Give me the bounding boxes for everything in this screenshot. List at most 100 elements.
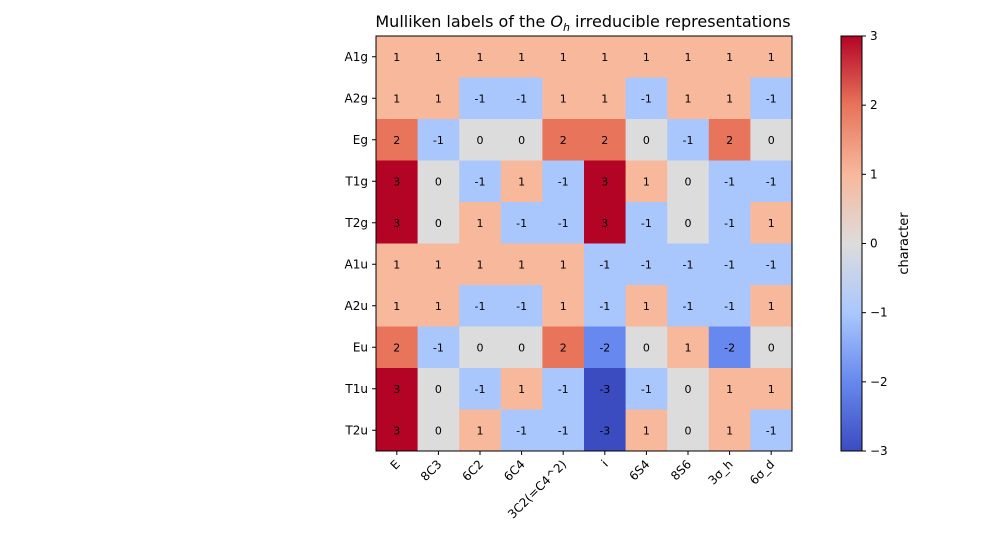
heatmap-cell [417,77,460,120]
heatmap-cell [750,202,793,244]
cell-value-label: -3 [599,424,610,437]
y-tick-label: A1u [345,257,368,271]
heatmap-cell [542,202,585,244]
heatmap-cell [625,368,668,410]
cell-value-label: 1 [601,92,608,105]
x-tick-label: 6C4 [501,457,528,484]
cell-value-label: 1 [726,383,733,396]
cell-value-label: -1 [683,300,694,313]
heatmap-cell [376,243,419,286]
cell-value-label: 1 [560,51,567,64]
cell-value-label: 1 [601,51,608,64]
x-tick-label: 6C2 [459,457,486,484]
cell-value-label: -1 [724,300,735,313]
cell-value-label: -1 [558,383,569,396]
cell-value-label: 1 [518,383,525,396]
cell-value-label: 0 [435,383,442,396]
y-tick-label: A1g [345,50,368,64]
cell-value-label: -1 [641,92,652,105]
heatmap-cell [376,160,419,203]
cell-value-label: -1 [516,217,527,230]
cell-value-label: 2 [560,341,567,354]
heatmap-cell [667,285,710,327]
heatmap-cell [584,36,627,78]
cell-value-label: 1 [518,51,525,64]
cell-value-label: -1 [558,175,569,188]
heatmap-cell [459,409,502,452]
cell-value-label: -1 [766,424,777,437]
heatmap-cell [708,368,751,410]
heatmap-cell [750,119,793,161]
cell-value-label: 1 [726,51,733,64]
heatmap-cell [417,243,460,286]
x-tick-label: 6σ_d [747,457,777,487]
cell-value-label: 1 [393,300,400,313]
heatmap-cell [750,409,793,452]
heatmap-cell [625,119,668,161]
heatmap-cell [417,36,460,78]
cell-value-label: 3 [393,175,400,188]
cell-value-label: -1 [766,92,777,105]
cell-value-label: -1 [766,175,777,188]
heatmap-cell [584,243,627,286]
cell-value-label: 0 [643,134,650,147]
cell-value-label: -1 [475,383,486,396]
cell-value-label: -1 [683,258,694,271]
cell-value-label: 1 [477,217,484,230]
heatmap-cell [459,368,502,410]
cell-value-label: -1 [558,424,569,437]
cell-value-label: 1 [685,341,692,354]
cell-value-label: 3 [393,424,400,437]
cell-value-label: 1 [560,300,567,313]
cell-value-label: 2 [560,134,567,147]
heatmap-cell [500,202,543,244]
heatmap-cell [667,326,710,369]
heatmap-cell [459,326,502,369]
heatmap-cell [750,77,793,120]
heatmap-cell [625,77,668,120]
cell-value-label: -1 [558,217,569,230]
heatmap-cell [376,285,419,327]
cell-value-label: 1 [726,92,733,105]
x-tick-label: 8C3 [418,457,445,484]
cell-value-label: -1 [641,217,652,230]
cell-value-label: 1 [768,51,775,64]
heatmap-cell [708,77,751,120]
heatmap-cell [667,36,710,78]
cell-value-label: 0 [685,217,692,230]
y-axis: A1g A2g Eg T1g T2g A1u A2u Eu T1u T2u [344,50,376,437]
cell-value-label: 1 [435,92,442,105]
heatmap-cell [417,119,460,161]
cell-value-label: 1 [768,383,775,396]
heatmap-cell [584,202,627,244]
heatmap-cell [584,368,627,410]
heatmap-cell [584,77,627,120]
cell-value-label: 1 [768,217,775,230]
heatmap-cell [584,160,627,203]
cell-value-label: -1 [766,258,777,271]
colorbar-tick-label: 2 [870,98,878,112]
heatmap-cell [667,160,710,203]
colorbar-tick-label: 0 [870,237,878,251]
heatmap-cell [625,243,668,286]
cell-value-label: -1 [433,134,444,147]
heatmap-cell [417,368,460,410]
cell-value-label: -1 [433,341,444,354]
cell-value-label: 1 [477,424,484,437]
plot-frame [375,35,793,452]
heatmap-cell [376,36,419,78]
y-tick-label: Eg [353,133,368,147]
heatmap-cell [708,409,751,452]
heatmap-cell [459,77,502,120]
heatmap-cell [376,368,419,410]
heatmap-cells [376,36,793,452]
cell-value-label: 0 [435,217,442,230]
cell-value-label: -1 [516,92,527,105]
cell-value-label: 1 [643,175,650,188]
cell-value-label: 1 [560,258,567,271]
heatmap-cell [584,326,627,369]
heatmap-cell [376,326,419,369]
x-tick-label: 6S4 [626,457,652,483]
cell-value-label: 0 [768,134,775,147]
